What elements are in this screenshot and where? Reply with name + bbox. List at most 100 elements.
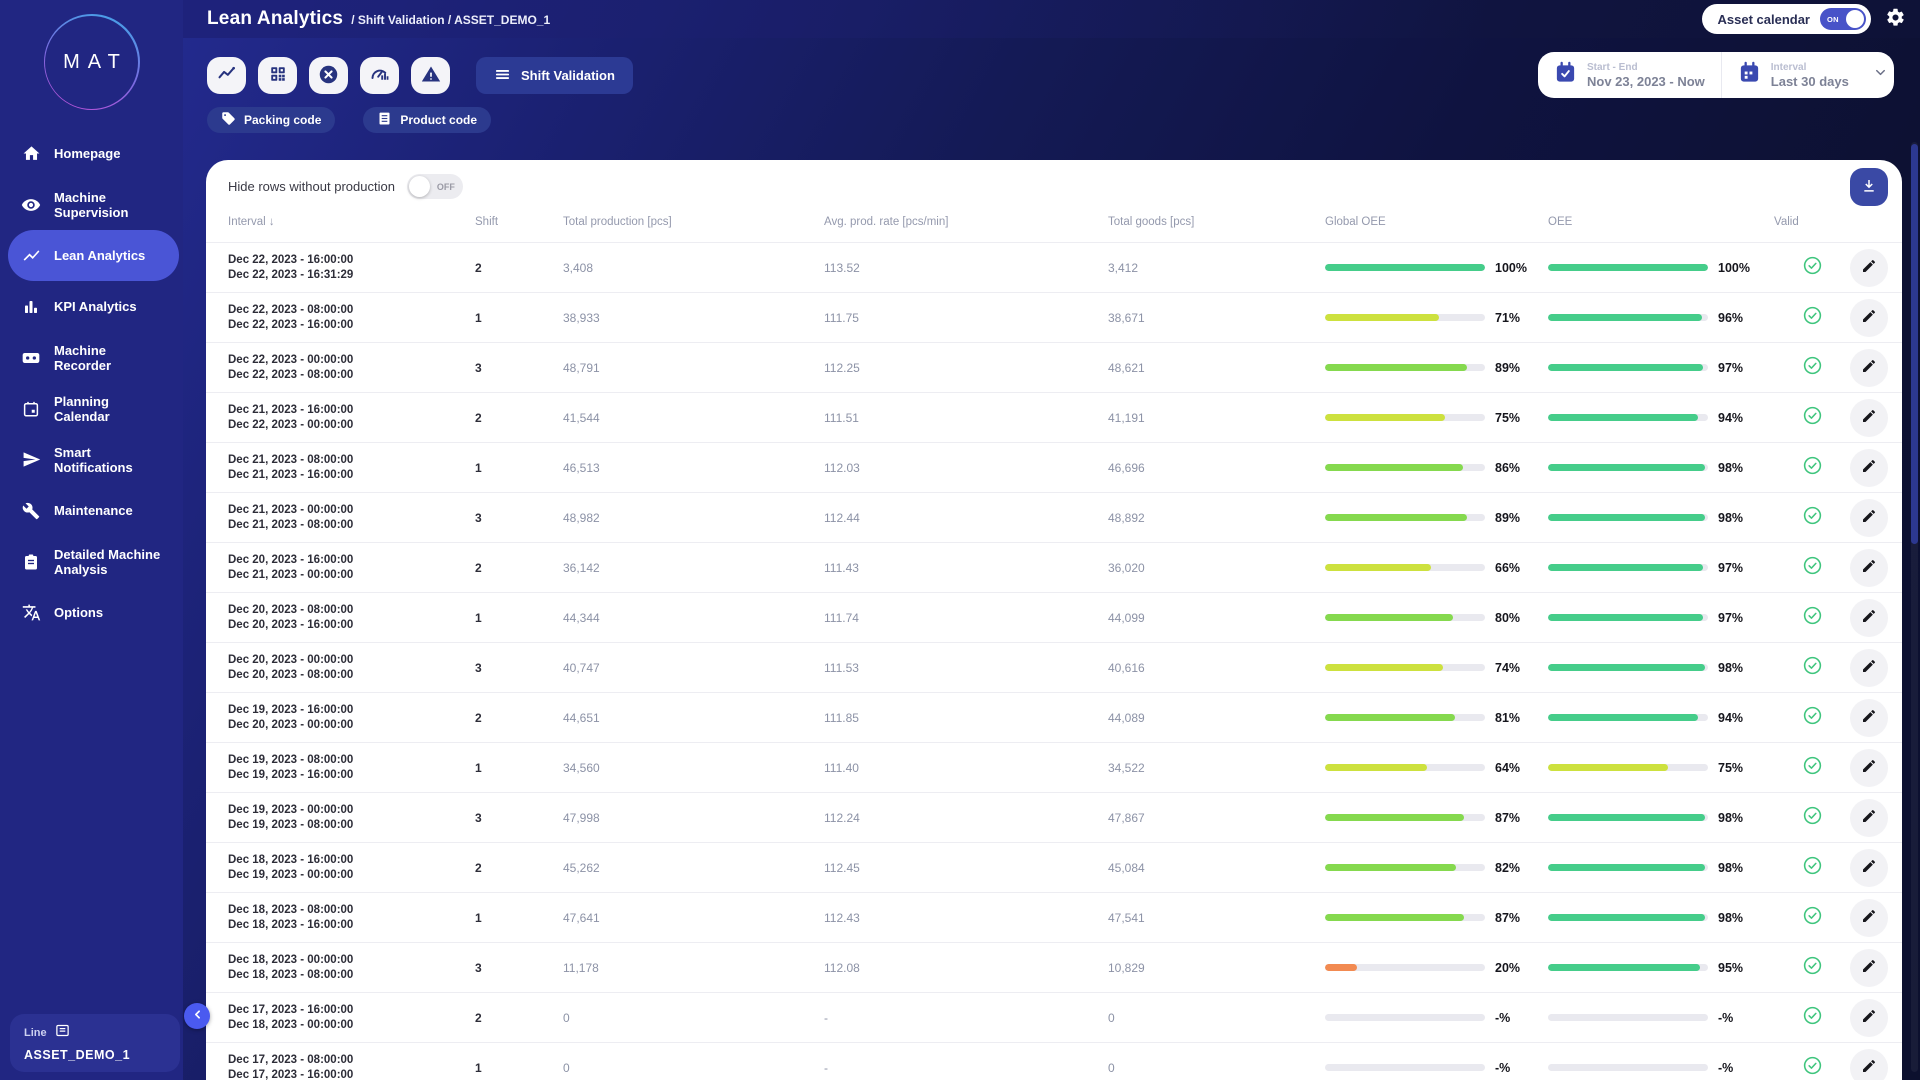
sidebar-collapse-button[interactable] bbox=[184, 1003, 210, 1029]
interval-cell: Dec 17, 2023 - 08:00:00 Dec 17, 2023 - 1… bbox=[228, 1053, 475, 1080]
global-oee-cell: -% bbox=[1325, 1011, 1548, 1025]
sidebar-item-planning-calendar[interactable]: Planning Calendar bbox=[0, 383, 179, 434]
asset-selector[interactable]: Line ASSET_DEMO_1 bbox=[10, 1014, 180, 1072]
oee-percent: 98% bbox=[1718, 460, 1744, 475]
global-oee-percent: 74% bbox=[1495, 660, 1521, 675]
avg-rate-value: 112.03 bbox=[824, 460, 860, 475]
view-toolbar: Shift Validation bbox=[183, 38, 1920, 94]
global-oee-cell: 82% bbox=[1325, 861, 1548, 875]
sidebar-item-maintenance[interactable]: Maintenance bbox=[0, 485, 179, 536]
start-end-picker[interactable]: Start - End Nov 23, 2023 - Now bbox=[1538, 52, 1721, 98]
oee-gauge-view-button[interactable] bbox=[360, 57, 399, 94]
oee-cell: 96% bbox=[1548, 311, 1774, 325]
global-oee-bar bbox=[1325, 614, 1485, 621]
interval-cell: Dec 20, 2023 - 00:00:00 Dec 20, 2023 - 0… bbox=[228, 653, 475, 683]
col-global-oee: Global OEE bbox=[1325, 215, 1386, 228]
edit-row-button[interactable] bbox=[1850, 898, 1888, 937]
global-oee-percent: 86% bbox=[1495, 460, 1521, 475]
recorder-icon bbox=[21, 348, 41, 368]
breadcrumb-item[interactable]: Shift Validation bbox=[357, 13, 445, 27]
global-oee-cell: 86% bbox=[1325, 461, 1548, 475]
oee-percent: 75% bbox=[1718, 760, 1744, 775]
sidebar-item-detailed-machine-analysis[interactable]: Detailed Machine Analysis bbox=[0, 536, 179, 587]
interval-end: Dec 20, 2023 - 00:00:00 bbox=[228, 718, 354, 731]
total-production-value: 48,791 bbox=[563, 360, 600, 375]
shift-value: 1 bbox=[475, 760, 482, 775]
global-oee-cell: 64% bbox=[1325, 761, 1548, 775]
total-goods-value: 10,829 bbox=[1108, 960, 1145, 975]
table-row: Dec 22, 2023 - 08:00:00 Dec 22, 2023 - 1… bbox=[206, 293, 1902, 343]
table-rows: Dec 22, 2023 - 16:00:00 Dec 22, 2023 - 1… bbox=[206, 243, 1902, 1080]
download-button[interactable] bbox=[1850, 168, 1888, 206]
sidebar-item-homepage[interactable]: Homepage bbox=[0, 128, 179, 179]
edit-row-button[interactable] bbox=[1850, 698, 1888, 737]
global-oee-cell: 87% bbox=[1325, 811, 1548, 825]
sidebar-item-options[interactable]: Options bbox=[0, 587, 179, 638]
sidebar-item-machine-supervision[interactable]: Machine Supervision bbox=[0, 179, 179, 230]
total-production-value: 0 bbox=[563, 1010, 570, 1025]
valid-cell bbox=[1774, 855, 1850, 881]
edit-row-button[interactable] bbox=[1850, 998, 1888, 1037]
edit-row-button[interactable] bbox=[1850, 948, 1888, 987]
interval-picker[interactable]: Interval Last 30 days bbox=[1720, 52, 1904, 98]
stops-view-button[interactable] bbox=[309, 57, 348, 94]
sidebar-item-machine-recorder[interactable]: Machine Recorder bbox=[0, 332, 179, 383]
avg-rate-value: 112.24 bbox=[824, 810, 860, 825]
edit-row-button[interactable] bbox=[1850, 248, 1888, 287]
sidebar-item-kpi-analytics[interactable]: KPI Analytics bbox=[0, 281, 179, 332]
interval-cell: Dec 22, 2023 - 08:00:00 Dec 22, 2023 - 1… bbox=[228, 303, 475, 333]
edit-row-button[interactable] bbox=[1850, 848, 1888, 887]
asset-calendar-toggle[interactable]: Asset calendar ON bbox=[1701, 4, 1871, 34]
edit-row-button[interactable] bbox=[1850, 598, 1888, 637]
sidebar-item-lean-analytics[interactable]: Lean Analytics bbox=[8, 230, 179, 281]
oee-cell: 75% bbox=[1548, 761, 1774, 775]
edit-row-button[interactable] bbox=[1850, 548, 1888, 587]
qr-code-view-button[interactable] bbox=[258, 57, 297, 94]
edit-row-button[interactable] bbox=[1850, 448, 1888, 487]
hide-rows-toggle[interactable]: OFF bbox=[406, 174, 463, 199]
interval-start: Dec 22, 2023 - 08:00:00 bbox=[228, 303, 354, 316]
line-chart-view-button[interactable] bbox=[207, 57, 246, 94]
interval-cell: Dec 22, 2023 - 16:00:00 Dec 22, 2023 - 1… bbox=[228, 253, 475, 283]
table-row: Dec 20, 2023 - 08:00:00 Dec 20, 2023 - 1… bbox=[206, 593, 1902, 643]
edit-row-button[interactable] bbox=[1850, 748, 1888, 787]
interval-end: Dec 20, 2023 - 08:00:00 bbox=[228, 668, 354, 681]
breadcrumb-item[interactable]: ASSET_DEMO_1 bbox=[454, 13, 551, 27]
global-oee-bar bbox=[1325, 564, 1485, 571]
valid-check-icon bbox=[1802, 305, 1823, 331]
shift-validation-view-button[interactable]: Shift Validation bbox=[476, 57, 633, 94]
edit-row-button[interactable] bbox=[1850, 798, 1888, 837]
edit-row-button[interactable] bbox=[1850, 348, 1888, 387]
table-row: Dec 19, 2023 - 08:00:00 Dec 19, 2023 - 1… bbox=[206, 743, 1902, 793]
settings-button[interactable] bbox=[1885, 7, 1906, 31]
global-oee-bar bbox=[1325, 514, 1485, 521]
valid-cell bbox=[1774, 405, 1850, 431]
packing-code-tag[interactable]: Packing code bbox=[207, 107, 336, 133]
total-goods-value: 34,522 bbox=[1108, 760, 1145, 775]
edit-row-button[interactable] bbox=[1850, 1048, 1888, 1080]
shift-value: 2 bbox=[475, 860, 482, 875]
oee-cell: 94% bbox=[1548, 711, 1774, 725]
edit-cell bbox=[1850, 498, 1888, 537]
sidebar-item-smart-notifications[interactable]: Smart Notifications bbox=[0, 434, 179, 485]
scrollbar-thumb[interactable] bbox=[1911, 144, 1918, 544]
alarms-view-button[interactable] bbox=[411, 57, 450, 94]
valid-check-icon bbox=[1802, 955, 1823, 981]
oee-cell: -% bbox=[1548, 1011, 1774, 1025]
product-code-tag[interactable]: Product code bbox=[363, 107, 492, 133]
col-interval[interactable]: Interval ↓ bbox=[228, 215, 275, 228]
oee-bar bbox=[1548, 714, 1708, 721]
global-oee-cell: 89% bbox=[1325, 361, 1548, 375]
edit-cell bbox=[1850, 698, 1888, 737]
global-oee-bar bbox=[1325, 764, 1485, 771]
oee-bar bbox=[1548, 664, 1708, 671]
edit-cell bbox=[1850, 348, 1888, 387]
edit-row-button[interactable] bbox=[1850, 298, 1888, 337]
receipt-icon bbox=[377, 111, 392, 129]
edit-row-button[interactable] bbox=[1850, 398, 1888, 437]
edit-row-button[interactable] bbox=[1850, 648, 1888, 687]
edit-row-button[interactable] bbox=[1850, 498, 1888, 537]
interval-cell: Dec 18, 2023 - 00:00:00 Dec 18, 2023 - 0… bbox=[228, 953, 475, 983]
oee-cell: 97% bbox=[1548, 561, 1774, 575]
pencil-icon bbox=[1861, 458, 1877, 477]
